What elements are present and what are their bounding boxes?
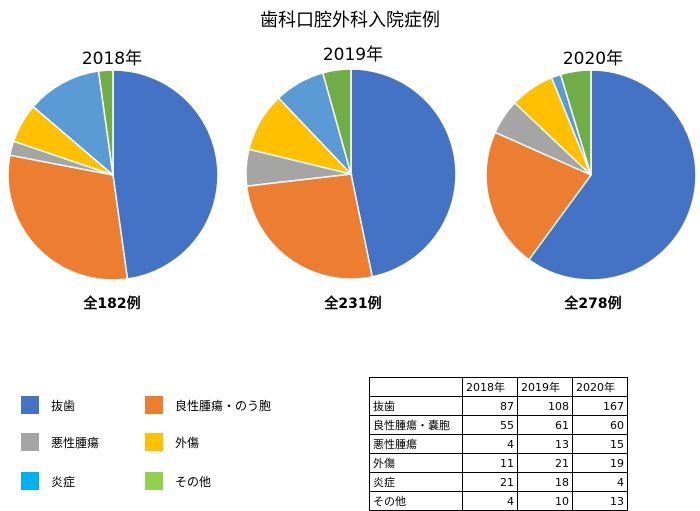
table-cell: 4 [462,491,518,511]
pie-title-2018: 2018年 [81,49,143,69]
legend-item-extraction: 抜歯 [21,396,75,414]
legend-label: 炎症 [51,474,76,489]
legend-label: 悪性腫瘍 [51,435,100,450]
legend-label: 良性腫瘍・のう胞 [175,398,272,413]
table-header-cell: 2020年 [572,377,628,397]
table-cell: 4 [572,472,628,492]
table-cell: 15 [572,434,628,454]
pie-slice-2018-extraction [112,69,219,280]
pie-slice-2019-other [321,68,352,175]
table-cell: 60 [572,415,628,435]
table-row-label: 悪性腫瘍 [369,434,463,454]
legend-item-benign: 良性腫瘍・のう胞 [145,396,271,414]
table-row: 抜歯 87 108 167 [369,396,628,416]
table-cell: 11 [462,453,518,473]
pie-slice-2020-benign [485,131,593,261]
total-2018: 全182例 [83,296,141,312]
legend-swatch [145,396,163,414]
table-cell: 10 [517,491,573,511]
data-table: 2018年 2019年 2020年 抜歯 87 108 167 良性腫瘍・嚢胞 … [369,377,628,511]
pie-title-2020: 2020年 [562,49,624,69]
table-row-label: その他 [369,491,463,511]
table-header-cell: 2018年 [462,377,518,397]
table-header-cell: 2019年 [517,377,573,397]
table-cell: 55 [462,415,518,435]
table-cell: 4 [462,434,518,454]
table-cell: 18 [517,472,573,492]
legend-swatch [145,472,163,490]
pie-slice-2018-benign [7,154,129,281]
pie-slice-2020-extraction [527,69,697,281]
pie-charts [7,68,697,281]
table-row: 悪性腫瘍 4 13 15 [369,434,628,454]
table-row-label: 炎症 [369,472,463,492]
table-header-row: 2018年 2019年 2020年 [369,377,628,397]
table-row-label: 外傷 [369,453,463,473]
table-cell: 108 [517,396,573,416]
table-cell: 13 [572,491,628,511]
pie-title-2019: 2019年 [322,45,384,65]
table-cell: 87 [462,396,518,416]
table-cell: 167 [572,396,628,416]
legend-label: 抜歯 [51,398,76,413]
chart-title: 歯科口腔外科入院症例 [260,10,440,31]
legend-item-trauma: 外傷 [145,433,199,451]
table-cell: 21 [517,453,573,473]
table-row: 良性腫瘍・嚢胞 55 61 60 [369,415,628,435]
table-cell: 13 [517,434,573,454]
table-cell: 19 [572,453,628,473]
table-row: 炎症 21 18 4 [369,472,628,492]
pie-slice-2018-inflammation [32,70,115,177]
pie-slice-2020-other [559,69,592,176]
total-2020: 全278例 [564,296,622,312]
table-cell: 21 [462,472,518,492]
legend-item-malignant: 悪性腫瘍 [21,433,99,451]
table-row: 外傷 11 21 19 [369,453,628,473]
legend-label: 外傷 [175,435,200,450]
table-header-cell [369,377,463,397]
legend-item-inflammation: 炎症 [21,472,75,490]
pie-slice-2019-benign [245,173,374,280]
pie-slice-2019-extraction [350,68,457,278]
legend-swatch [145,433,163,451]
legend-swatch [21,433,39,451]
table-row-label: 良性腫瘍・嚢胞 [369,415,463,435]
pie-slice-2018-other [97,69,114,176]
total-2019: 全231例 [324,296,382,312]
table-cell: 61 [517,415,573,435]
legend-swatch [21,472,39,490]
legend-item-other: その他 [145,472,211,490]
legend-swatch [21,396,39,414]
table-row: その他 4 10 13 [369,491,628,511]
legend-label: その他 [175,474,212,489]
table-row-label: 抜歯 [369,396,463,416]
